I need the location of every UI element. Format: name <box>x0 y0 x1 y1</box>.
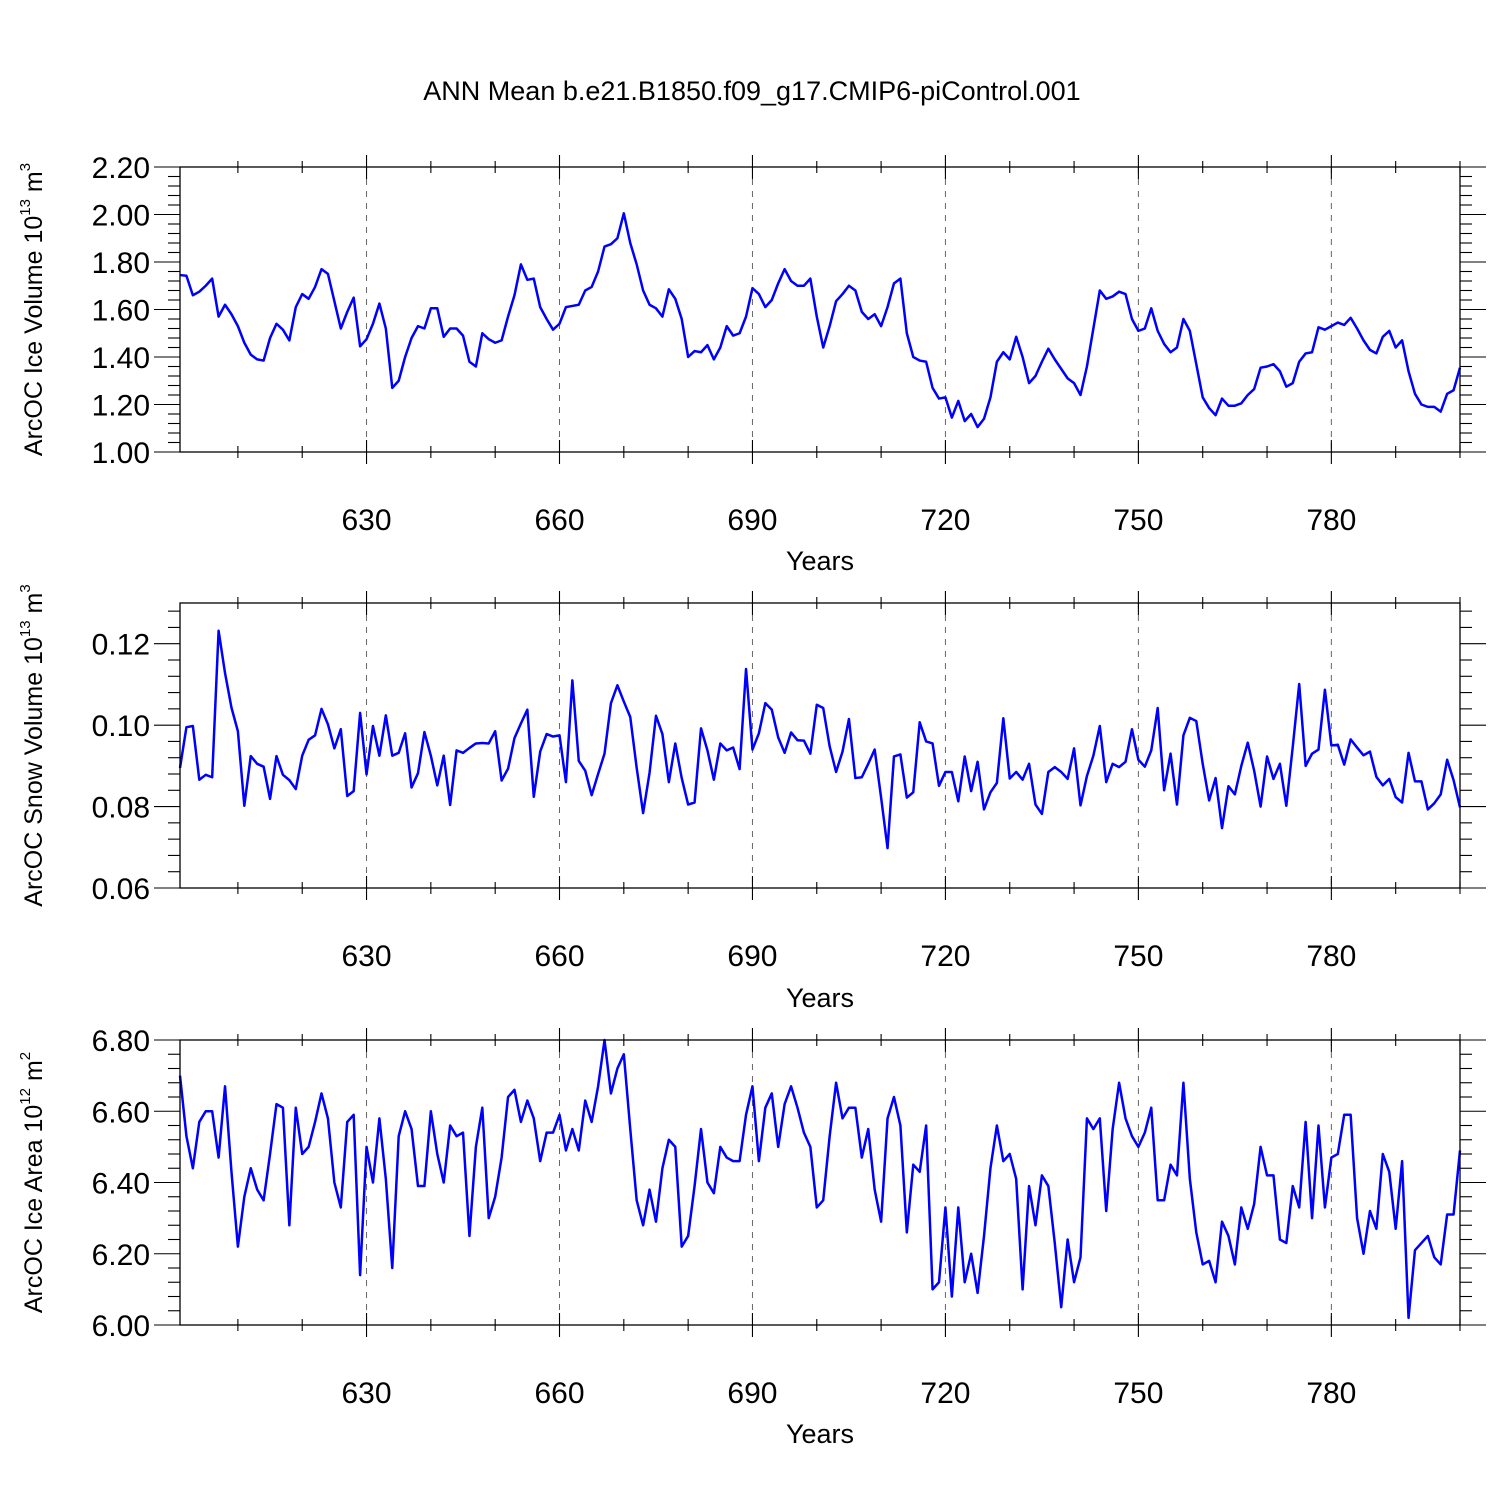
ytick-label: 0.06 <box>92 873 150 906</box>
ytick-label: 6.80 <box>92 1025 150 1058</box>
y-axis-label: ArcOC Snow Volume 1013 m3 <box>17 584 48 906</box>
xtick-label-720: 720 <box>920 940 970 973</box>
ytick-label: 2.00 <box>92 200 150 233</box>
series-line-ice-volume <box>179 212 1462 429</box>
ytick-label: 6.60 <box>92 1096 150 1129</box>
xtick-label-660: 660 <box>534 504 584 537</box>
xtick-label-630: 630 <box>342 504 392 537</box>
xtick-label-780: 780 <box>1306 1377 1356 1410</box>
panel-ice-volume: 1.00 1.20 1.40 1.60 1.80 2.00 2.20 630 660 690 720… <box>17 152 1486 576</box>
xtick-label-750: 750 <box>1113 504 1163 537</box>
ytick-label: 6.00 <box>92 1310 150 1343</box>
xtick-label-690: 690 <box>727 504 777 537</box>
panel-ice-area: 6.00 6.20 6.40 6.60 6.80 630 660 690 720 750 780 Ye… <box>17 1025 1486 1449</box>
ytick-label: 1.20 <box>92 390 150 423</box>
ytick-label: 6.40 <box>92 1168 150 1201</box>
chart-title: ANN Mean b.e21.B1850.f09_g17.CMIP6-piCon… <box>423 76 1080 106</box>
xtick-label-690: 690 <box>727 940 777 973</box>
series-line-snow-volume <box>178 629 1462 850</box>
series-line-ice-area <box>178 1038 1462 1320</box>
xtick-label-630: 630 <box>342 1377 392 1410</box>
xtick-label-720: 720 <box>920 1377 970 1410</box>
xtick-label-720: 720 <box>920 504 970 537</box>
x-axis-label: Years <box>786 546 854 576</box>
xtick-label-690: 690 <box>727 1377 777 1410</box>
xtick-label-780: 780 <box>1306 504 1356 537</box>
ytick-label: 0.10 <box>92 710 150 743</box>
panels: 1.00 1.20 1.40 1.60 1.80 2.00 2.20 630 660 690 720… <box>17 152 1486 1449</box>
ytick-label: 6.20 <box>92 1239 150 1272</box>
y-axis-label: ArcOC Ice Area 1012 m2 <box>17 1052 48 1313</box>
xtick-label-750: 750 <box>1113 940 1163 973</box>
xtick-label-660: 660 <box>534 1377 584 1410</box>
panel-snow-volume: 0.06 0.08 0.10 0.12 630 660 690 720 750 780 Years A… <box>17 584 1486 1013</box>
plot-frame <box>179 602 1461 889</box>
x-axis-label: Years <box>786 983 854 1013</box>
ytick-label: 2.20 <box>92 152 150 185</box>
plot-frame <box>179 166 1461 453</box>
ytick-label: 1.80 <box>92 247 150 280</box>
ytick-label: 1.60 <box>92 295 150 328</box>
ytick-label: 1.00 <box>92 437 150 470</box>
xtick-label-630: 630 <box>342 940 392 973</box>
y-axis-label: ArcOC Ice Volume 1013 m3 <box>17 163 48 456</box>
ytick-label: 0.08 <box>92 792 150 825</box>
ytick-label: 1.40 <box>92 342 150 375</box>
plot-frame <box>179 1039 1461 1326</box>
ytick-label: 0.12 <box>92 629 150 662</box>
x-axis-label: Years <box>786 1419 854 1449</box>
xtick-label-780: 780 <box>1306 940 1356 973</box>
xtick-label-660: 660 <box>534 940 584 973</box>
xtick-label-750: 750 <box>1113 1377 1163 1410</box>
